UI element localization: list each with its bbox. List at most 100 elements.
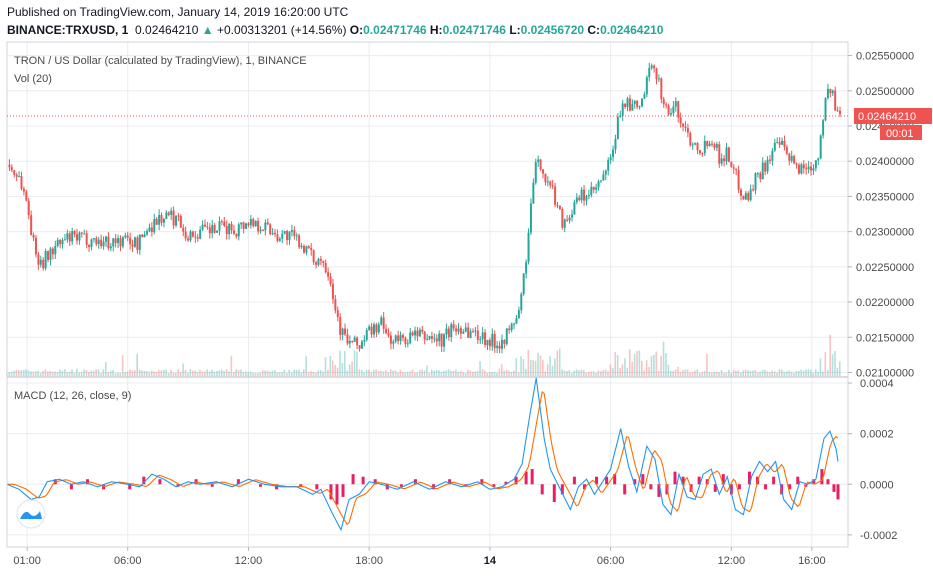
- volume-bar: [319, 370, 322, 376]
- candle-body: [146, 231, 149, 235]
- volume-bar: [795, 371, 798, 376]
- candle-body: [759, 173, 762, 180]
- candle-body: [655, 68, 658, 80]
- candle-body: [491, 333, 494, 347]
- volume-bar: [802, 370, 805, 376]
- candle-body: [450, 324, 453, 337]
- volume-bar: [230, 355, 233, 376]
- macd-histogram-bar: [530, 469, 534, 485]
- candle-body: [766, 159, 769, 172]
- volume-bar: [691, 371, 694, 376]
- volume-bar: [293, 369, 295, 376]
- volume-bar: [737, 370, 740, 376]
- candle-body: [150, 227, 153, 233]
- tradingview-logo-icon[interactable]: [16, 499, 46, 529]
- volume-bar: [148, 372, 151, 376]
- volume-bar: [203, 371, 206, 376]
- macd-line: [6, 377, 839, 532]
- candle-body: [756, 173, 759, 175]
- volume-bar: [254, 372, 257, 376]
- candle-body: [136, 237, 139, 250]
- volume-bar: [660, 355, 662, 376]
- volume-bar: [566, 371, 568, 376]
- volume-bar: [143, 370, 146, 376]
- candle-body: [271, 232, 274, 235]
- volume-bar: [822, 371, 824, 376]
- volume-bar: [599, 371, 602, 376]
- candle-body: [92, 238, 95, 240]
- candle-body: [399, 335, 402, 341]
- candle-body: [672, 106, 675, 114]
- volume-bar: [464, 372, 467, 376]
- candle-body: [117, 238, 120, 244]
- candle-body: [527, 232, 530, 262]
- candle-body: [754, 173, 757, 191]
- macd-histogram-bar: [673, 471, 677, 485]
- candle-body: [27, 200, 30, 216]
- candle-body: [829, 88, 832, 94]
- time-tick-label: 18:00: [355, 555, 383, 567]
- volume-bar: [626, 367, 629, 376]
- volume-bar: [281, 372, 283, 376]
- volume-bar: [42, 370, 44, 376]
- candle-body: [797, 164, 800, 174]
- volume-bar: [76, 368, 78, 376]
- volume-bar: [257, 372, 259, 376]
- candle-body: [783, 140, 786, 147]
- candle-body: [455, 328, 458, 332]
- volume-bar: [597, 370, 600, 376]
- candle-body: [203, 224, 206, 227]
- candle-body: [370, 326, 373, 335]
- candle-body: [131, 244, 134, 247]
- candle-body: [481, 332, 484, 340]
- volume-bar: [397, 372, 399, 376]
- candle-body: [281, 233, 284, 239]
- volume-bar: [679, 372, 682, 376]
- volume-bar: [83, 369, 85, 376]
- candlesticks[interactable]: [8, 62, 841, 354]
- macd-histogram-bar: [820, 469, 824, 485]
- candle-body: [440, 333, 443, 347]
- volume-bar: [667, 364, 670, 376]
- macd-histogram-bar: [351, 474, 355, 485]
- volume-bar: [619, 367, 621, 376]
- volume-bar: [500, 364, 503, 376]
- candle-body: [298, 235, 301, 248]
- volume-bar: [119, 372, 122, 376]
- volume-bar: [271, 370, 274, 376]
- candle-body: [18, 176, 21, 178]
- price-pane-title: TRON / US Dollar (calculated by TradingV…: [14, 55, 307, 67]
- candle-body: [467, 327, 470, 338]
- candle-body: [126, 235, 129, 238]
- candle-body: [836, 110, 839, 112]
- candle-body: [471, 331, 474, 333]
- candle-body: [397, 335, 400, 341]
- candle-body: [394, 335, 397, 342]
- candle-body: [643, 94, 646, 99]
- candle-body: [124, 235, 127, 238]
- candle-body: [621, 103, 624, 116]
- volume-bar: [508, 370, 510, 376]
- candle-body: [452, 324, 455, 329]
- volume-bar: [836, 367, 839, 376]
- volume-bar: [706, 353, 708, 376]
- volume-bar: [447, 369, 450, 376]
- candle-body: [339, 317, 342, 335]
- volume-bar: [433, 370, 435, 376]
- candle-body: [401, 335, 404, 338]
- volume-bar: [520, 356, 522, 376]
- volume-bar: [602, 370, 604, 376]
- volume-bar: [450, 370, 452, 376]
- volume-bar: [834, 350, 836, 376]
- candle-body: [430, 336, 433, 339]
- volume-bar: [568, 370, 571, 376]
- volume-bar: [247, 372, 250, 376]
- macd-histogram-bar: [413, 479, 417, 485]
- volume-bar: [160, 370, 163, 376]
- macd-histogram-bar: [341, 484, 345, 497]
- candle-body: [740, 189, 743, 196]
- volume-bar: [595, 372, 597, 376]
- volume-bar: [167, 372, 170, 376]
- volume-bar: [211, 369, 213, 376]
